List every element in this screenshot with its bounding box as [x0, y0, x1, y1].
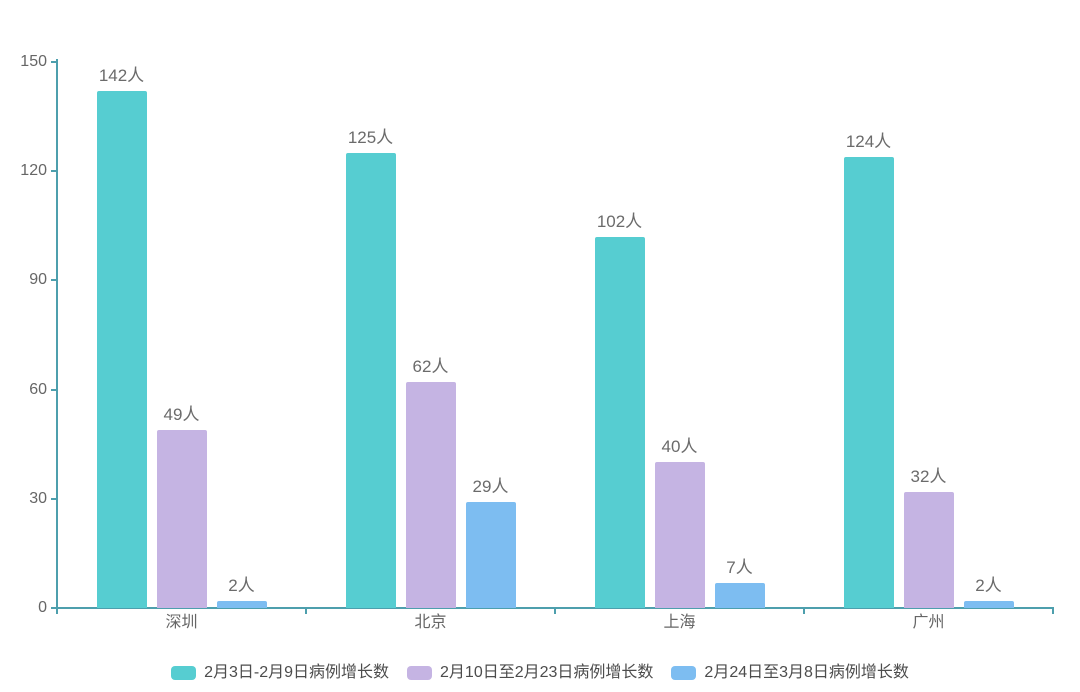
x-tick	[305, 608, 307, 614]
y-tick-label: 60	[29, 380, 47, 398]
bar-value-label: 29人	[472, 477, 509, 497]
legend-label: 2月3日-2月9日病例增长数	[204, 664, 390, 681]
y-tick-label: 150	[20, 53, 47, 70]
x-tick	[56, 608, 58, 614]
legend-item-3[interactable]: 2月24日至3月8日病例增长数	[671, 664, 909, 682]
bar-value-label: 2人	[975, 575, 1002, 595]
y-axis-line	[56, 59, 58, 610]
bar-value-label: 7人	[726, 557, 753, 577]
bar-series1-cat3[interactable]	[594, 236, 645, 608]
y-tick	[51, 61, 57, 63]
bar-value-label: 125人	[347, 128, 394, 147]
bar-series2-cat2[interactable]	[405, 382, 456, 608]
x-category-label: 上海	[663, 614, 696, 631]
bar-series2-cat1[interactable]	[156, 429, 207, 608]
legend-label: 2月10日至2月23日病例增长数	[440, 664, 654, 681]
bar-series3-cat4[interactable]	[963, 600, 1014, 608]
y-tick	[51, 388, 57, 391]
x-tick	[1052, 608, 1054, 614]
y-tick	[51, 497, 57, 500]
legend-label: 2月24日至3月8日病例增长数	[704, 664, 909, 681]
bar-value-label: 142人	[98, 66, 145, 86]
x-category-label: 深圳	[165, 614, 198, 631]
x-category-label: 北京	[414, 614, 447, 631]
legend-swatch-icon	[671, 666, 697, 680]
bar-series1-cat1[interactable]	[96, 91, 147, 608]
bar-series3-cat2[interactable]	[465, 502, 516, 608]
y-tick	[51, 607, 57, 609]
legend-swatch-icon	[407, 666, 433, 680]
bar-series3-cat1[interactable]	[216, 600, 267, 608]
legend-item-2[interactable]: 2月10日至2月23日病例增长数	[407, 664, 653, 682]
bar-series2-cat3[interactable]	[654, 462, 705, 608]
bar-series1-cat4[interactable]	[843, 156, 894, 608]
y-tick-label: 30	[29, 489, 47, 507]
x-tick	[803, 608, 805, 614]
legend-swatch-icon	[171, 666, 197, 680]
bar-series3-cat3[interactable]	[714, 582, 765, 608]
legend: 2月3日-2月9日病例增长数 2月10日至2月23日病例增长数 2月24日至3月8日…	[0, 660, 1080, 686]
bar-value-label: 40人	[661, 437, 698, 457]
x-category-label: 广州	[912, 614, 945, 631]
bar-series2-cat4[interactable]	[903, 491, 954, 608]
y-tick-label: 0	[38, 599, 47, 616]
y-tick	[51, 170, 57, 173]
legend-item-1[interactable]: 2月3日-2月9日病例增长数	[171, 664, 389, 682]
bar-value-label: 32人	[910, 466, 947, 486]
bar-series1-cat2[interactable]	[345, 153, 396, 608]
bar-value-label: 49人	[163, 404, 200, 424]
bar-value-label: 62人	[412, 357, 449, 377]
y-tick-label: 90	[29, 271, 47, 289]
bar-value-label: 2人	[228, 575, 255, 595]
bar-value-label: 124人	[845, 131, 892, 151]
x-tick	[554, 608, 556, 614]
bar-value-label: 102人	[596, 211, 643, 231]
y-tick	[51, 279, 57, 282]
y-tick-label: 120	[20, 162, 47, 180]
